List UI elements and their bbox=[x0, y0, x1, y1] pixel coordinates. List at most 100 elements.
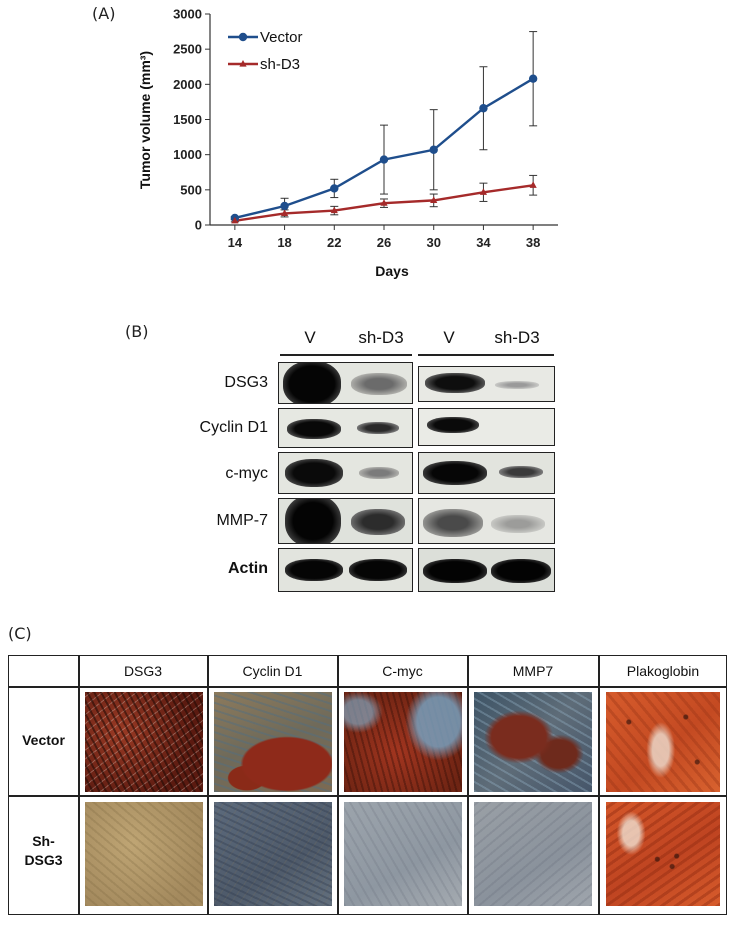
ihc-col-mmp7: MMP7 bbox=[512, 663, 554, 679]
x-tick-label: 30 bbox=[426, 235, 440, 250]
y-tick-label: 2000 bbox=[173, 77, 202, 92]
ihc-shdsg3-cyclin-d1 bbox=[214, 802, 332, 906]
ihc-col-c-myc: C-myc bbox=[382, 663, 423, 679]
band bbox=[427, 417, 479, 433]
band bbox=[285, 459, 343, 487]
ihc-row-sh-dsg3-line1: Sh- bbox=[32, 833, 55, 849]
x-tick-label: 22 bbox=[327, 235, 341, 250]
data-point-vector bbox=[330, 184, 339, 193]
data-point-vector bbox=[429, 145, 438, 154]
grid-line bbox=[9, 795, 726, 797]
tumor-volume-chart: 0 500 1000 1500 2000 2500 3000 14 18 22 26 30 34 38 T… bbox=[137, 7, 558, 279]
band bbox=[285, 559, 343, 581]
grid-line bbox=[9, 686, 726, 688]
band bbox=[495, 381, 539, 389]
y-tick-label: 1500 bbox=[173, 112, 202, 127]
band bbox=[287, 419, 341, 439]
x-tick-label: 14 bbox=[228, 235, 243, 250]
y-tick-label: 1000 bbox=[173, 147, 202, 162]
band bbox=[351, 509, 405, 535]
band bbox=[285, 499, 341, 543]
data-point-sh-d3 bbox=[231, 216, 239, 224]
lane-header-v-left: V bbox=[304, 328, 316, 347]
grid-line bbox=[207, 656, 209, 914]
legend-marker bbox=[238, 32, 248, 42]
blot-mmp7-right bbox=[418, 498, 555, 544]
grid-line bbox=[78, 656, 80, 914]
band bbox=[499, 466, 543, 478]
band bbox=[491, 559, 551, 583]
band bbox=[491, 515, 545, 533]
ihc-vector-c-myc bbox=[344, 692, 462, 792]
blot-dsg3-left bbox=[278, 362, 413, 404]
lane-header-v-right: V bbox=[443, 328, 455, 347]
ihc-vector-mmp7 bbox=[474, 692, 592, 792]
lane-header-shd3-left: sh-D3 bbox=[358, 328, 404, 347]
data-point-vector bbox=[379, 155, 389, 164]
lane-header-shd3-right: sh-D3 bbox=[494, 328, 540, 347]
data-point-sh-d3 bbox=[280, 209, 289, 216]
ihc-vector-cyclin-d1 bbox=[214, 692, 332, 792]
legend-marker bbox=[239, 60, 247, 67]
blot-cyclin-d1-left bbox=[278, 408, 413, 448]
y-axis-title: Tumor volume (mm³) bbox=[137, 51, 153, 189]
band bbox=[359, 467, 399, 479]
data-point-sh-d3 bbox=[529, 181, 537, 188]
y-tick-label: 0 bbox=[195, 218, 202, 233]
ihc-col-dsg3: DSG3 bbox=[123, 663, 163, 679]
lane-divider-left bbox=[280, 354, 412, 356]
blot-label-actin: Actin bbox=[228, 560, 268, 577]
ihc-shdsg3-c-myc bbox=[344, 802, 462, 906]
x-tick-label: 26 bbox=[377, 235, 391, 250]
ihc-shdsg3-plakoglobin bbox=[606, 802, 720, 906]
ihc-table: DSG3 Cyclin D1 C-myc MMP7 Plakoglobin Ve… bbox=[8, 655, 727, 915]
grid-line bbox=[598, 656, 600, 914]
blot-c-myc-left bbox=[278, 452, 413, 494]
ihc-row-sh-dsg3-line2: DSG3 bbox=[24, 852, 63, 868]
band bbox=[423, 509, 483, 537]
ihc-shdsg3-mmp7 bbox=[474, 802, 592, 906]
y-tick-label: 500 bbox=[180, 182, 202, 197]
grid-line bbox=[467, 656, 469, 914]
band bbox=[351, 373, 407, 395]
panel-label-c: (C) bbox=[8, 624, 32, 643]
x-tick-label: 18 bbox=[277, 235, 291, 250]
ihc-col-plakoglobin: Plakoglobin bbox=[626, 663, 700, 679]
ihc-row-sh-dsg3: Sh- DSG3 bbox=[9, 832, 78, 870]
blot-label-cyclin-d1: Cyclin D1 bbox=[199, 419, 268, 436]
blot-label-mmp7: MMP-7 bbox=[216, 512, 268, 529]
blot-dsg3-right bbox=[418, 366, 555, 402]
y-tick-label: 3000 bbox=[173, 7, 202, 22]
data-point-sh-d3 bbox=[479, 188, 488, 195]
panel-label-a: (A) bbox=[92, 4, 116, 23]
legend-label: Vector bbox=[260, 29, 303, 46]
ihc-vector-dsg3 bbox=[85, 692, 203, 792]
blot-actin-right bbox=[418, 548, 555, 592]
data-point-sh-d3 bbox=[330, 206, 338, 214]
ihc-col-cyclin-d1: Cyclin D1 bbox=[242, 663, 303, 679]
grid-line bbox=[337, 656, 339, 914]
blot-mmp7-left bbox=[278, 498, 413, 544]
blot-actin-left bbox=[278, 548, 413, 592]
band bbox=[425, 373, 485, 393]
panel-label-b: (B) bbox=[125, 322, 149, 341]
band bbox=[357, 422, 399, 434]
data-point-vector bbox=[479, 104, 488, 113]
data-point-vector bbox=[280, 201, 289, 211]
legend-label: sh-D3 bbox=[260, 56, 300, 73]
y-tick-label: 2500 bbox=[173, 42, 202, 57]
blot-c-myc-right bbox=[418, 452, 555, 494]
ihc-shdsg3-dsg3 bbox=[85, 802, 203, 906]
data-point-sh-d3 bbox=[380, 199, 388, 206]
blot-label-c-myc: c-myc bbox=[225, 465, 268, 482]
x-tick-label: 34 bbox=[476, 235, 491, 250]
ihc-row-vector: Vector bbox=[22, 732, 65, 748]
ihc-vector-plakoglobin bbox=[606, 692, 720, 792]
band bbox=[283, 363, 341, 403]
blot-cyclin-d1-right bbox=[418, 408, 555, 446]
band bbox=[423, 461, 487, 485]
data-point-sh-d3 bbox=[430, 196, 438, 203]
lane-divider-right bbox=[418, 354, 554, 356]
band bbox=[349, 559, 407, 581]
blot-label-dsg3: DSG3 bbox=[224, 374, 268, 391]
